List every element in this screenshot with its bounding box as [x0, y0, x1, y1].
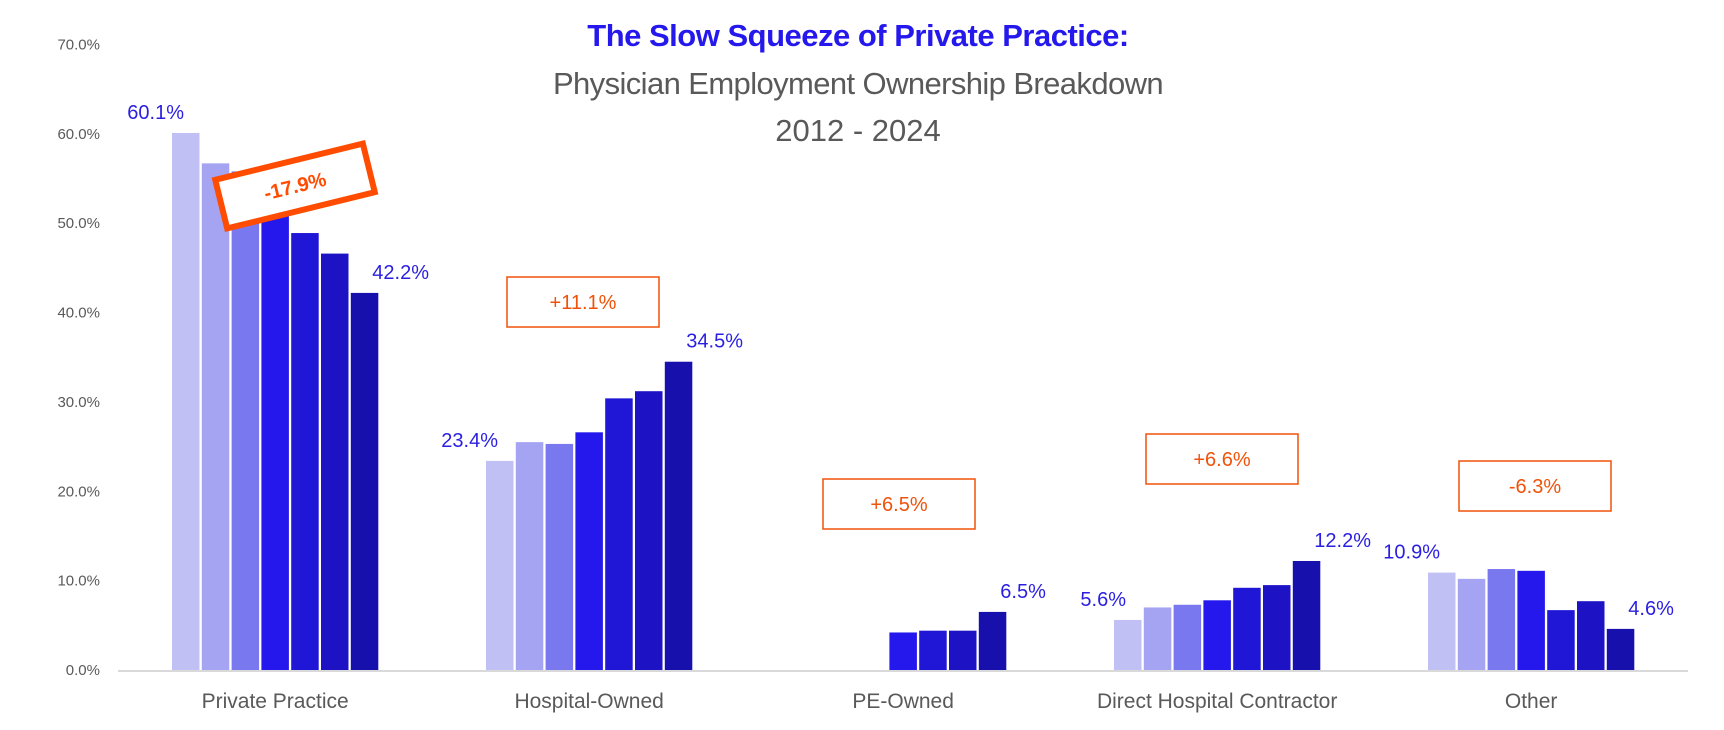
category-label: Other	[1505, 690, 1558, 713]
y-tick-label: 0.0%	[66, 662, 100, 679]
bar	[1428, 572, 1456, 670]
data-label-last: 34.5%	[686, 331, 743, 353]
bar	[261, 209, 289, 670]
chart-year-range: 2012 - 2024	[775, 113, 941, 148]
data-label-first: 10.9%	[1383, 542, 1440, 564]
annotation-text: +6.5%	[870, 494, 927, 516]
data-labels: 60.1% 42.2% 23.4% 34.5% 6.5% 5.6% 12.2% 10.9% 4.…	[127, 102, 1674, 620]
bar-group	[172, 132, 379, 671]
bar	[172, 132, 200, 671]
bar	[605, 398, 633, 670]
bar	[515, 442, 544, 670]
chart-subtitle: Physician Employment Ownership Breakdown	[552, 66, 1164, 101]
bar	[1457, 578, 1486, 670]
bar	[1606, 628, 1635, 670]
data-label-first: 5.6%	[1080, 589, 1126, 611]
change-annotation: -17.9%	[211, 139, 379, 233]
annotation-box	[822, 478, 976, 530]
bar	[1487, 569, 1516, 670]
y-axis-ticks: 0.0% 10.0% 20.0% 30.0% 40.0% 50.0% 60.0% 70.0%	[57, 37, 100, 680]
bar	[1114, 619, 1142, 670]
bar	[1143, 607, 1172, 670]
bar	[1517, 570, 1545, 670]
chart-title: The Slow Squeeze of Private Practice:	[587, 18, 1129, 53]
annotation-box	[1458, 460, 1612, 512]
bar	[231, 171, 260, 670]
bar	[486, 460, 514, 670]
change-annotation: +6.6%	[1145, 433, 1299, 485]
change-annotation: -6.3%	[1458, 460, 1612, 512]
category-label: Direct Hospital Contractor	[1097, 690, 1337, 713]
annotation-box	[211, 139, 379, 233]
category-label: Hospital-Owned	[514, 690, 663, 713]
change-annotations: -17.9% +11.1% +6.5% +6.6% -6.3%	[211, 139, 1612, 530]
bar	[1577, 601, 1605, 670]
data-label-last: 12.2%	[1314, 530, 1371, 552]
category-label: Private Practice	[202, 690, 349, 713]
change-annotation: +11.1%	[506, 276, 660, 328]
bar	[949, 630, 977, 670]
data-label-first: 60.1%	[127, 102, 184, 124]
category-label: PE-Owned	[852, 690, 954, 713]
bar	[321, 253, 349, 671]
bar-group	[889, 611, 1007, 670]
bar	[635, 391, 663, 670]
bar-groups	[172, 132, 1635, 671]
bar	[1233, 587, 1261, 670]
data-label-last: 4.6%	[1628, 598, 1674, 620]
bar	[201, 163, 230, 670]
annotation-text: +6.6%	[1193, 449, 1250, 471]
bar	[291, 233, 319, 670]
category-labels: Private Practice Hospital-Owned PE-Owned Di…	[202, 690, 1558, 713]
change-annotation: +6.5%	[822, 478, 976, 530]
y-tick-label: 10.0%	[57, 573, 100, 590]
annotation-text: -6.3%	[1509, 476, 1561, 498]
y-tick-label: 50.0%	[57, 215, 100, 232]
data-label-last: 42.2%	[372, 262, 429, 284]
bar	[664, 361, 693, 670]
bar	[978, 611, 1007, 670]
bar	[1547, 610, 1575, 670]
bar-group	[486, 361, 693, 670]
bar	[1292, 560, 1321, 670]
data-label-last: 6.5%	[1000, 581, 1046, 603]
bar	[545, 443, 574, 670]
y-tick-label: 40.0%	[57, 305, 100, 322]
bar-group	[1428, 569, 1635, 670]
y-tick-label: 70.0%	[57, 37, 100, 54]
y-tick-label: 60.0%	[57, 126, 100, 143]
bar	[350, 292, 379, 670]
annotation-box	[1145, 433, 1299, 485]
bar	[1203, 600, 1231, 670]
y-tick-label: 20.0%	[57, 483, 100, 500]
bar-group	[1114, 560, 1321, 670]
bar	[575, 432, 603, 670]
annotation-box	[506, 276, 660, 328]
data-label-first: 23.4%	[441, 430, 498, 452]
y-tick-label: 30.0%	[57, 394, 100, 411]
annotation-text: +11.1%	[550, 292, 617, 314]
bar	[1263, 585, 1291, 670]
bar	[919, 630, 947, 670]
bar	[889, 632, 917, 670]
bar	[1173, 604, 1202, 670]
